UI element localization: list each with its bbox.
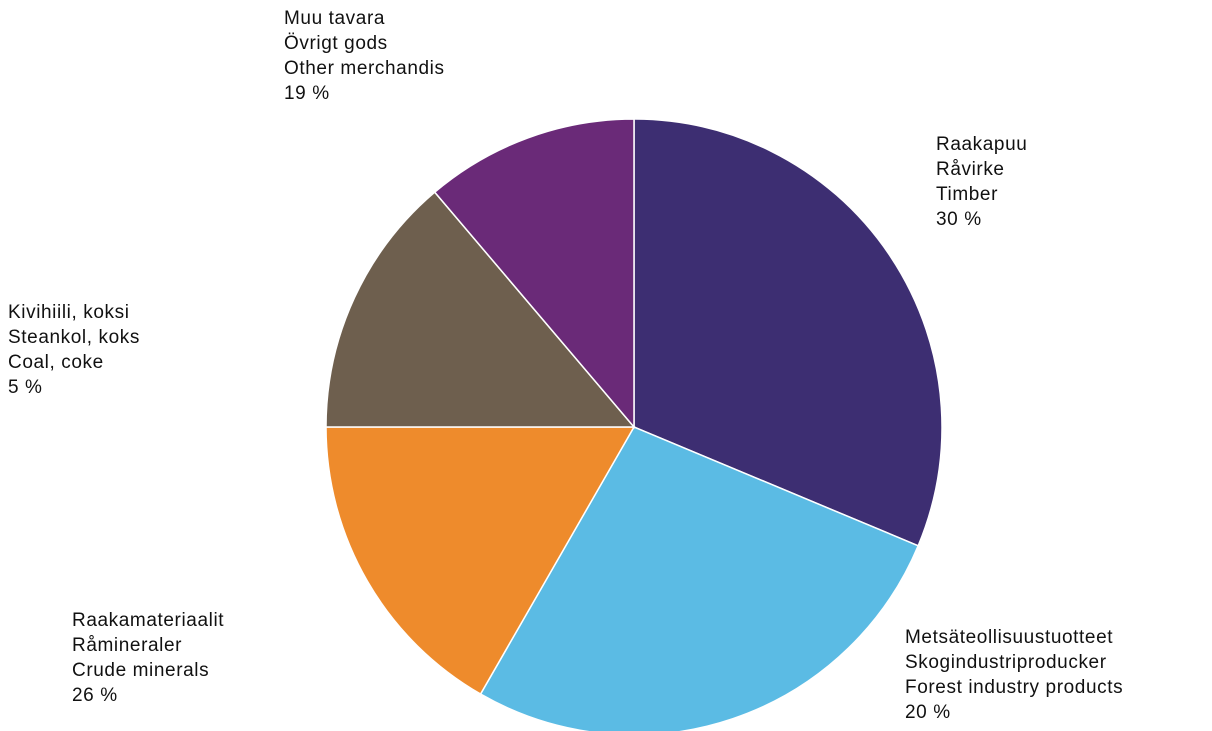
- label-coal-coke-sv: Steankol, koks: [8, 327, 140, 348]
- label-crude-minerals-en: Crude minerals: [72, 660, 210, 681]
- pie-slices: [325, 118, 943, 731]
- label-crude-minerals: Raakamateriaalit Råmineraler Crude miner…: [72, 608, 224, 708]
- label-forest-industry-sv: Skogindustriproducker: [905, 652, 1107, 673]
- slice-forest-industry: [479, 426, 920, 731]
- label-other-merchandise: Muu tavara Övrigt gods Other merchandis …: [284, 6, 445, 106]
- label-timber-sv: Råvirke: [936, 159, 1005, 180]
- label-coal-coke-value: 5 %: [8, 377, 43, 398]
- label-forest-industry-value: 20 %: [905, 702, 951, 723]
- label-timber: Raakapuu Råvirke Timber 30 %: [936, 132, 1027, 232]
- label-coal-coke-fi: Kivihiili, koksi: [8, 302, 130, 323]
- label-other-merchandise-sv: Övrigt gods: [284, 33, 388, 54]
- label-forest-industry-fi: Metsäteollisuustuotteet: [905, 627, 1114, 648]
- label-other-merchandise-en: Other merchandis: [284, 58, 445, 79]
- label-other-merchandise-fi: Muu tavara: [284, 8, 386, 29]
- label-other-merchandise-value: 19 %: [284, 83, 330, 104]
- label-coal-coke-en: Coal, coke: [8, 352, 104, 373]
- label-crude-minerals-value: 26 %: [72, 685, 118, 706]
- label-forest-industry: Metsäteollisuustuotteet Skogindustriprod…: [905, 625, 1123, 725]
- slice-coal-coke: [325, 191, 636, 428]
- label-forest-industry-en: Forest industry products: [905, 677, 1124, 698]
- slice-other-merchandise: [433, 118, 635, 430]
- label-coal-coke: Kivihiili, koksi Steankol, koks Coal, co…: [8, 300, 140, 400]
- label-timber-en: Timber: [936, 184, 999, 205]
- label-crude-minerals-fi: Raakamateriaalit: [72, 610, 225, 631]
- label-crude-minerals-sv: Råmineraler: [72, 635, 183, 656]
- label-timber-fi: Raakapuu: [936, 134, 1028, 155]
- label-timber-value: 30 %: [936, 209, 982, 230]
- slice-crude-minerals: [325, 426, 636, 696]
- slice-timber: [633, 118, 943, 547]
